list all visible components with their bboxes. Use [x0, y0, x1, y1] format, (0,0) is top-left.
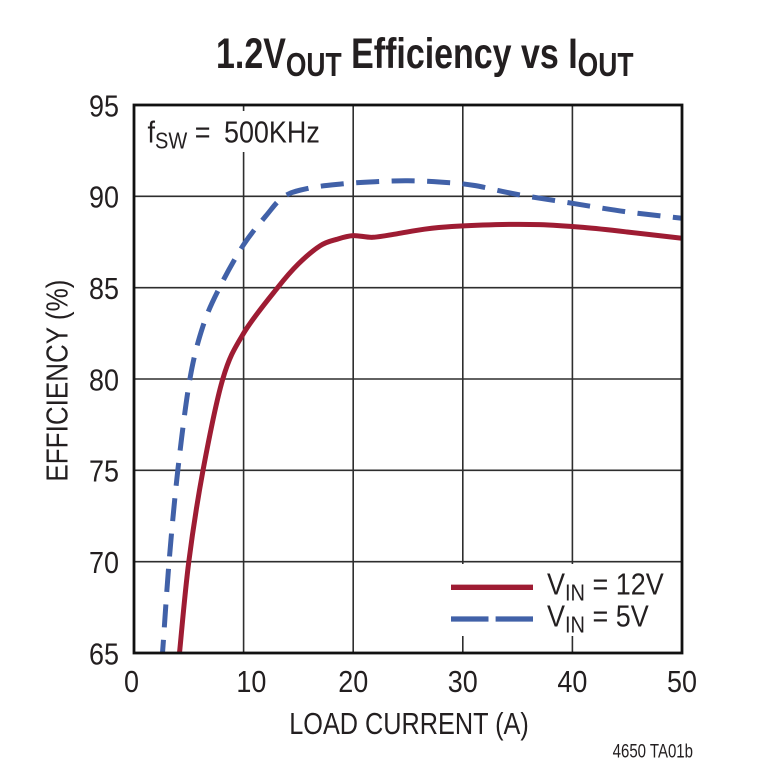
svg-text:10: 10 [236, 665, 266, 699]
svg-text:65: 65 [89, 638, 119, 672]
svg-text:fSW = 500KHz: fSW = 500KHz [148, 116, 320, 154]
svg-text:50: 50 [667, 665, 697, 699]
svg-text:1.2VOUT Efficiency vs IOUT: 1.2VOUT Efficiency vs IOUT [216, 30, 634, 83]
svg-text:LOAD CURRENT (A): LOAD CURRENT (A) [289, 705, 528, 740]
svg-text:EFFICIENCY (%): EFFICIENCY (%) [40, 280, 75, 482]
svg-text:4650 TA01b: 4650 TA01b [613, 740, 693, 762]
svg-text:80: 80 [89, 364, 119, 398]
svg-text:0: 0 [124, 665, 139, 699]
svg-text:75: 75 [89, 455, 119, 489]
svg-text:95: 95 [89, 90, 119, 124]
svg-text:VIN = 5V: VIN = 5V [547, 600, 649, 638]
svg-text:30: 30 [448, 665, 478, 699]
svg-text:85: 85 [89, 272, 119, 306]
svg-text:20: 20 [338, 665, 368, 699]
svg-text:40: 40 [557, 665, 587, 699]
svg-text:70: 70 [89, 546, 119, 580]
svg-text:90: 90 [89, 181, 119, 215]
